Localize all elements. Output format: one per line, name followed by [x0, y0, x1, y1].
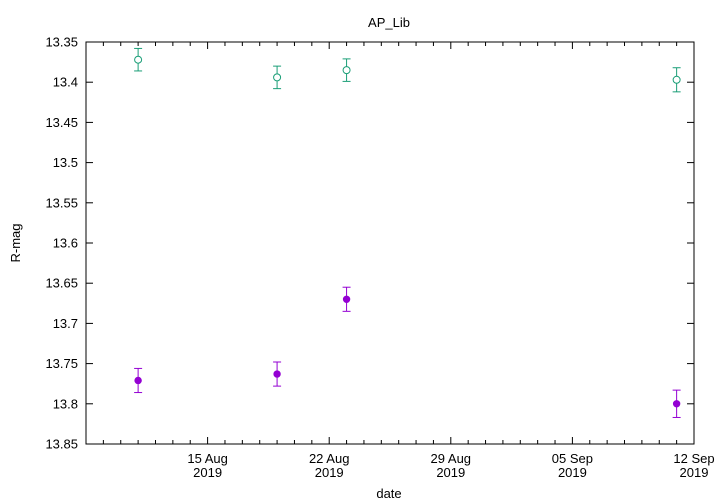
y-tick-label-4: 13.55 [45, 195, 78, 210]
data-point-1-0 [134, 376, 142, 385]
x-tick-label-4: 12 Sep [673, 451, 714, 466]
y-tick-label-5: 13.6 [53, 236, 78, 251]
data-marks [134, 47, 681, 418]
data-point-0-3 [672, 75, 681, 84]
y-tick-label-0: 13.35 [45, 35, 78, 50]
x-tick-label-3: 05 Sep [552, 451, 593, 466]
x-tick-year-1: 2019 [315, 465, 344, 480]
y-tick-label-8: 13.75 [45, 356, 78, 371]
data-point-1-2 [342, 295, 351, 303]
y-tick-label-6: 13.65 [45, 276, 78, 291]
x-tick-label-1: 22 Aug [309, 451, 350, 466]
y-tick-label-7: 13.7 [53, 316, 78, 331]
x-tick-year-3: 2019 [558, 465, 587, 480]
y-tick-label-10: 13.85 [45, 437, 78, 452]
y-tick-label-2: 13.45 [45, 115, 78, 130]
data-point-0-1 [273, 73, 282, 82]
y-tick-label-1: 13.4 [53, 75, 78, 90]
y-tick-label-9: 13.8 [53, 396, 78, 411]
x-tick-label-2: 29 Aug [431, 451, 472, 466]
x-tick-year-0: 2019 [193, 465, 222, 480]
axis-ticks: 13.35 13.4 13.45 13.5 13.55 13.6 13.65 13.7 13.7… [45, 35, 714, 481]
y-tick-label-3: 13.5 [53, 155, 78, 170]
data-point-1-3 [672, 400, 681, 408]
x-tick-label-0: 15 Aug [187, 451, 228, 466]
y-axis-label: R-mag [8, 223, 23, 262]
x-axis-label: date [376, 486, 401, 501]
data-point-0-0 [134, 55, 143, 64]
x-tick-year-4: 2019 [680, 465, 709, 480]
plot-frame [85, 41, 695, 445]
chart-title: AP_Lib [368, 15, 410, 30]
data-point-1-1 [273, 370, 281, 378]
data-point-0-2 [342, 66, 351, 75]
x-tick-year-2: 2019 [436, 465, 465, 480]
